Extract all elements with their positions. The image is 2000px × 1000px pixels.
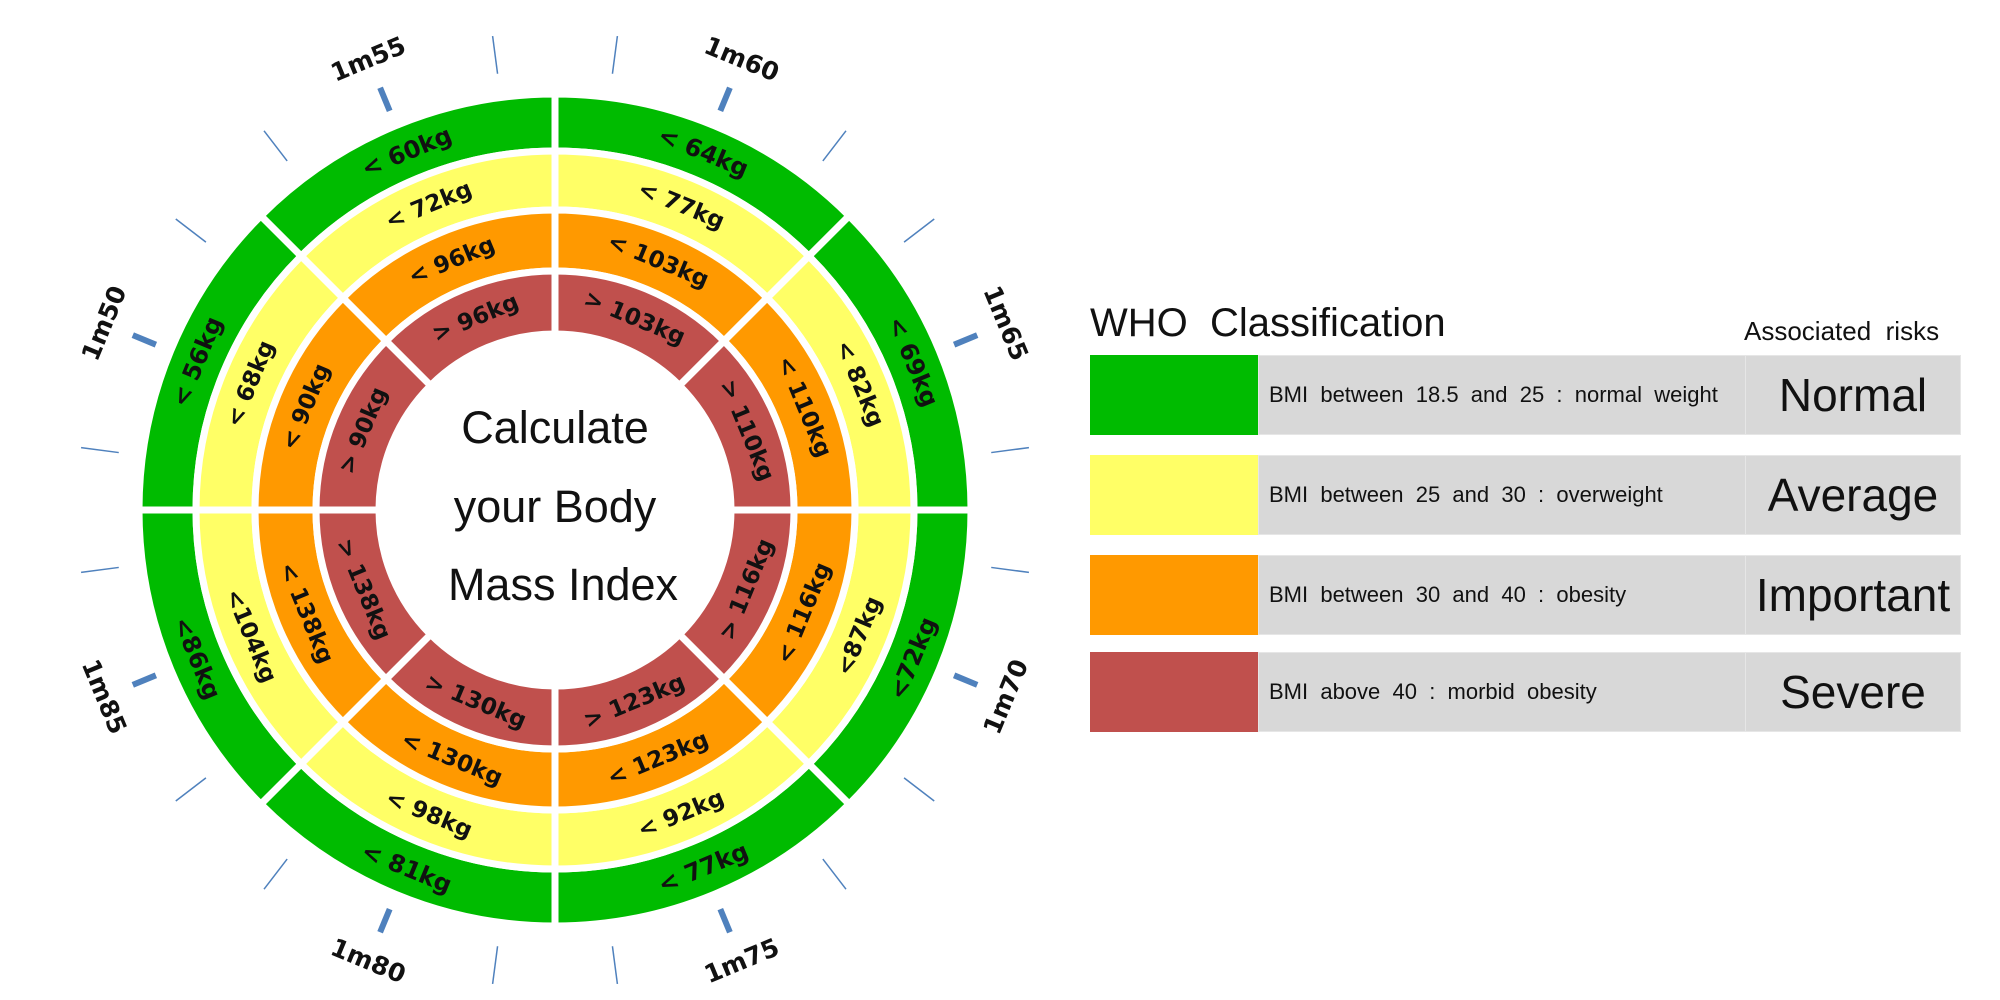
legend-title: WHO Classification (1090, 301, 1446, 345)
height-label: 1m85 (76, 655, 133, 738)
height-label: 1m75 (700, 932, 783, 989)
legend-description: BMI between 18.5 and 25 : normal weight (1258, 355, 1824, 435)
legend-row-obesity: BMI between 30 and 40 : obesity Importan… (1090, 555, 1970, 637)
legend-description: BMI between 25 and 30 : overweight (1258, 455, 1824, 535)
minor-tick (175, 218, 207, 243)
minor-tick (263, 858, 288, 890)
risk-label: Severe (1745, 652, 1961, 732)
risk-label: Normal (1745, 355, 1961, 435)
minor-tick (822, 130, 847, 162)
center-line-3: Mass Index (448, 559, 679, 610)
legend-row-normal: BMI between 18.5 and 25 : normal weight … (1090, 355, 1970, 437)
risk-label: Average (1745, 455, 1961, 535)
height-label: 1m80 (327, 932, 410, 989)
major-tick (131, 672, 158, 688)
bmi-wheel: < 60kg< 72kg< 96kg> 96kg< 64kg< 77kg< 10… (76, 31, 1034, 989)
height-ticks (80, 35, 1030, 985)
minor-tick (263, 130, 288, 162)
height-label: 1m60 (700, 31, 783, 88)
minor-tick (491, 35, 499, 74)
center-disc (379, 334, 731, 686)
risk-header: Associated risks (1744, 316, 1940, 346)
major-tick (717, 86, 733, 113)
center-line-2: your Body (454, 481, 657, 532)
legend-row-overweight: BMI between 25 and 30 : overweight Avera… (1090, 455, 1970, 537)
center-title: Calculate your Body Mass Index (448, 402, 679, 610)
height-label: 1m70 (977, 655, 1034, 738)
minor-tick (80, 446, 119, 454)
color-swatch-overweight (1090, 455, 1258, 535)
legend-row-morbid: BMI above 40 : morbid obesity Severe (1090, 652, 1970, 734)
risk-label: Important (1745, 555, 1961, 635)
minor-tick (175, 777, 207, 802)
who-legend: WHO Classification Associated risks BMI … (1090, 295, 1970, 745)
minor-tick (822, 858, 847, 890)
center-line-1: Calculate (461, 402, 649, 453)
legend-description: BMI between 30 and 40 : obesity (1258, 555, 1824, 635)
weight-rings (135, 90, 975, 930)
major-tick (377, 86, 393, 113)
major-tick (717, 907, 733, 934)
minor-tick (991, 566, 1030, 574)
color-swatch-morbid (1090, 652, 1258, 732)
major-tick (952, 672, 979, 688)
major-tick (131, 332, 158, 348)
height-label: 1m55 (327, 31, 410, 88)
legend-description: BMI above 40 : morbid obesity (1258, 652, 1824, 732)
color-swatch-obesity (1090, 555, 1258, 635)
minor-tick (491, 946, 499, 985)
height-label: 1m65 (977, 282, 1034, 365)
minor-tick (991, 446, 1030, 454)
major-tick (377, 907, 393, 934)
minor-tick (611, 946, 619, 985)
major-tick (952, 332, 979, 348)
minor-tick (80, 566, 119, 574)
minor-tick (903, 218, 935, 243)
minor-tick (903, 777, 935, 802)
color-swatch-normal (1090, 355, 1258, 435)
height-label: 1m50 (76, 282, 133, 365)
minor-tick (611, 35, 619, 74)
